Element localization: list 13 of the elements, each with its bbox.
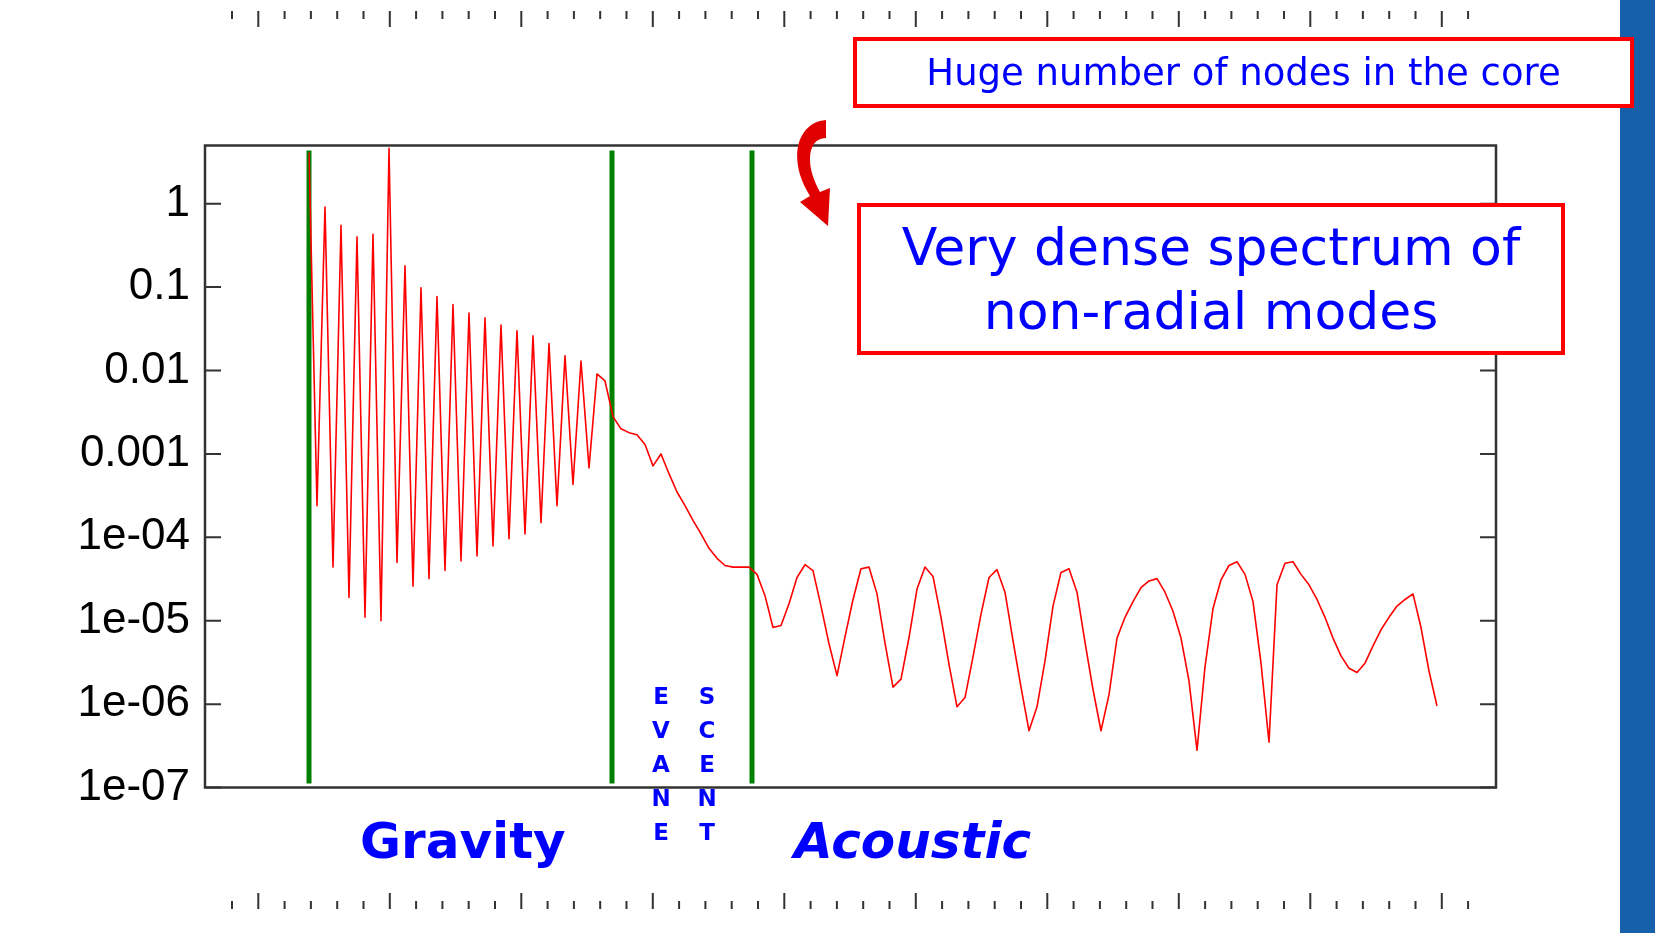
y-tick-label: 0.1 (128, 259, 190, 309)
text: Huge number of nodes in the core (853, 37, 1634, 108)
annotation: SCENT (694, 683, 720, 853)
y-tick-label: 1e-04 (77, 509, 190, 559)
y-tick-label: 1 (165, 175, 190, 225)
text: Gravity (360, 812, 566, 870)
y-tick-label: 0.01 (104, 342, 190, 392)
annotation: EVANE (648, 683, 674, 853)
y-tick-label: 1e-06 (77, 676, 190, 726)
y-tick-label: 1e-07 (77, 759, 190, 809)
y-tick-label: 1e-05 (77, 592, 190, 642)
annotation: Very dense spectrum of non-radial modes (857, 203, 1565, 355)
y-tick-label: 0.001 (79, 426, 190, 476)
